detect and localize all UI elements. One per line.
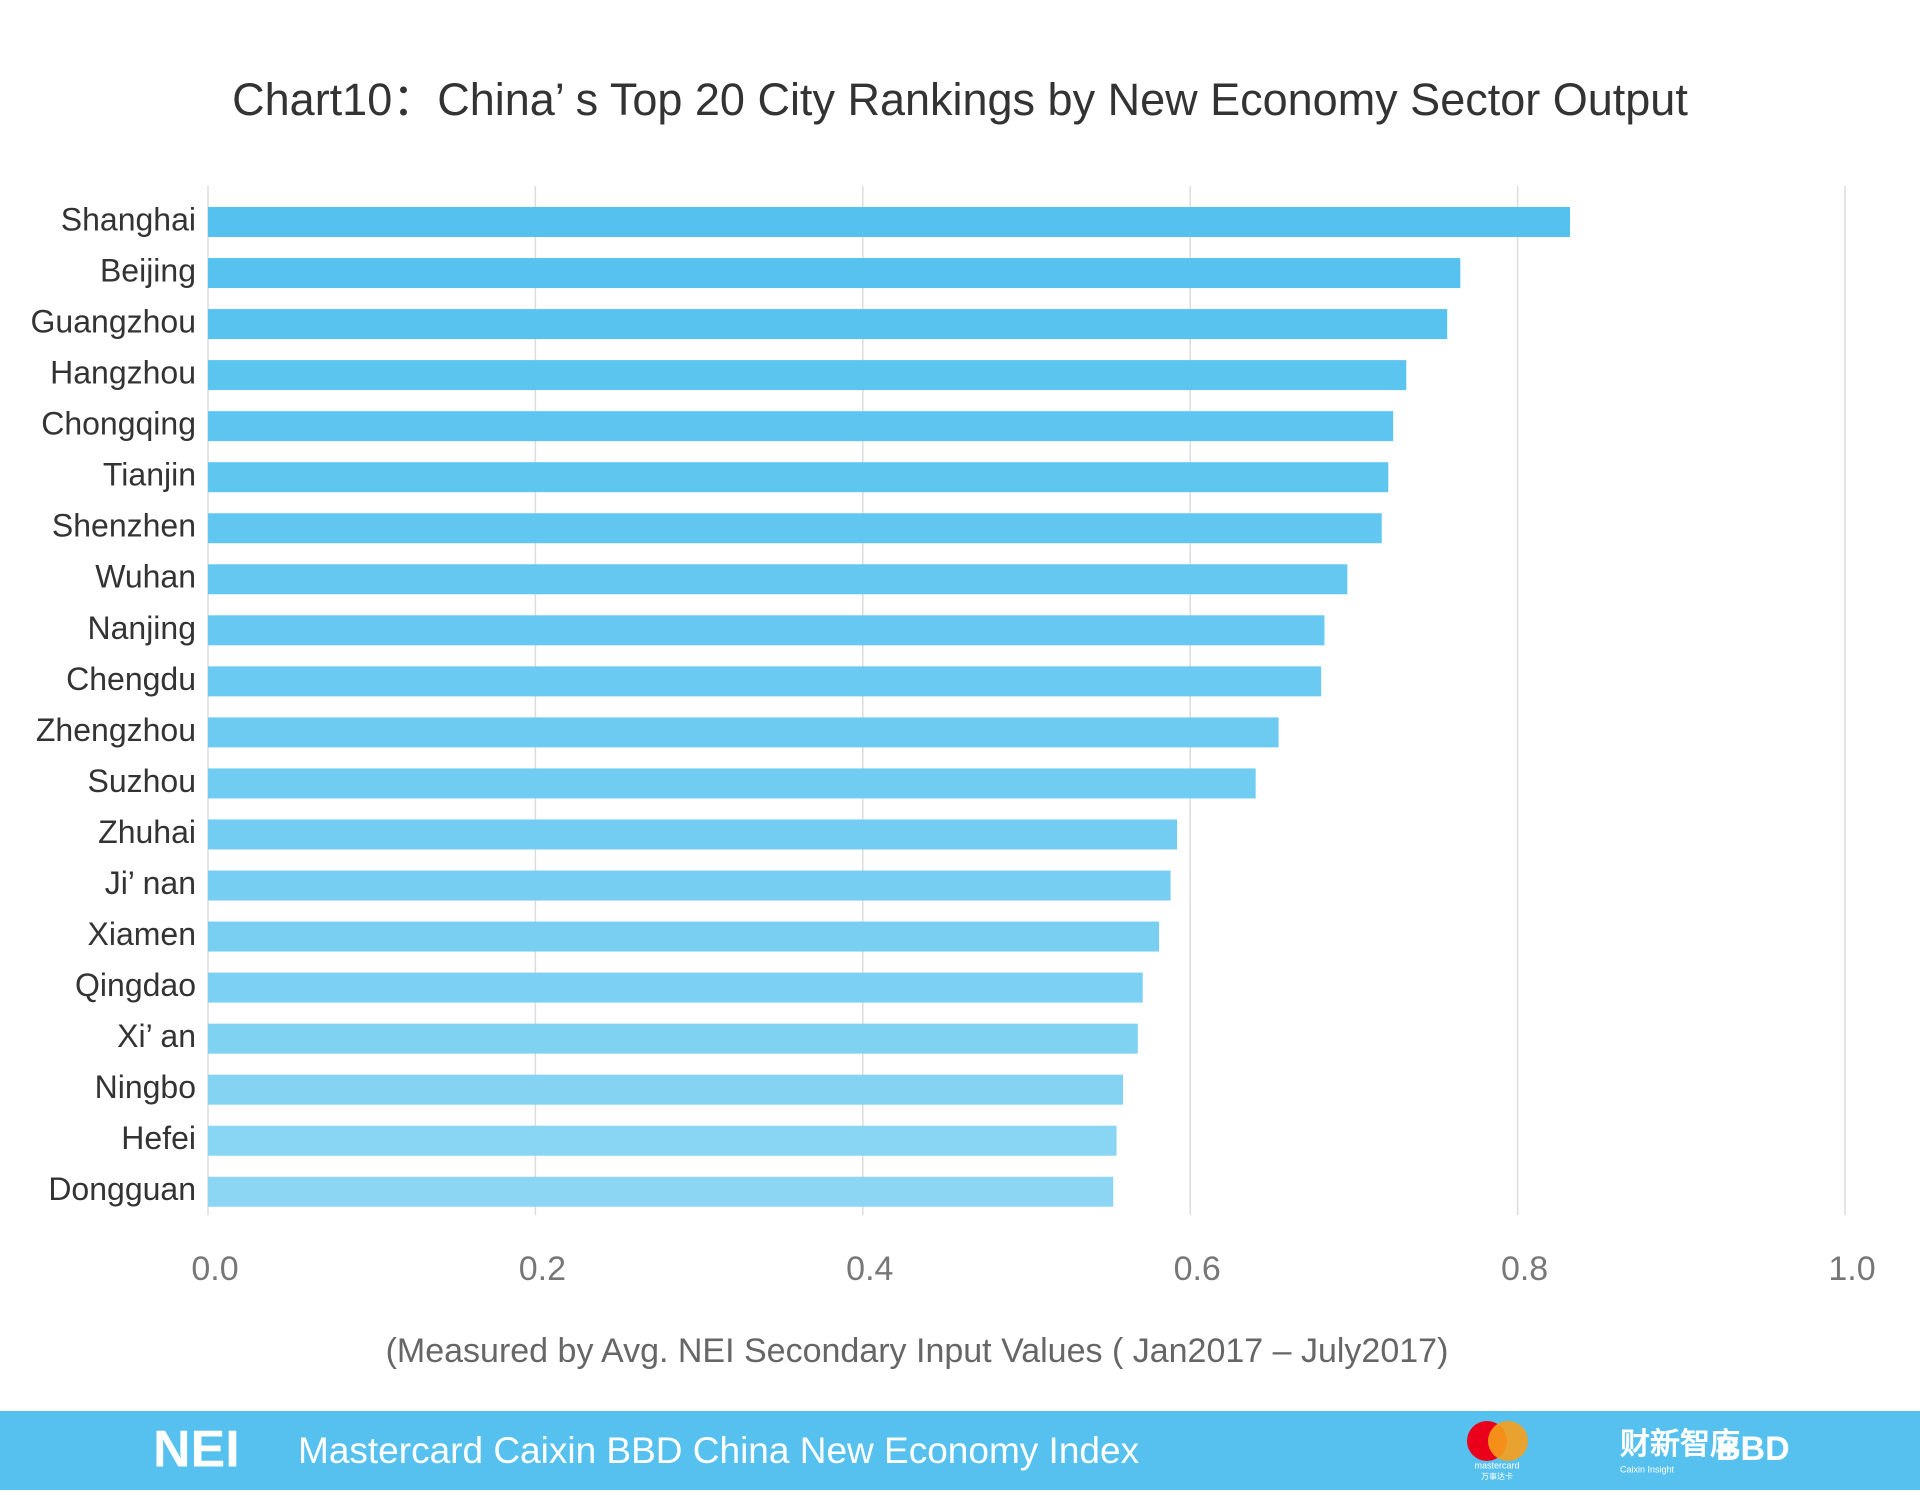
y-tick-label: Xi’ an	[117, 1018, 196, 1054]
y-tick-label: Qingdao	[75, 967, 196, 1003]
x-axis-label: (Measured by Avg. NEI Secondary Input Va…	[386, 1332, 1449, 1370]
bar	[208, 462, 1389, 493]
footer-title: Mastercard Caixin BBD China New Economy …	[298, 1430, 1140, 1471]
x-tick-label: 0.6	[1174, 1250, 1221, 1288]
y-tick-label: Wuhan	[95, 559, 196, 595]
bar	[208, 1074, 1124, 1105]
y-tick-label: Shenzhen	[52, 508, 196, 544]
caixin-logo: 财新智库	[1620, 1428, 1740, 1461]
bar	[208, 360, 1407, 391]
x-tick-label: 1.0	[1828, 1250, 1875, 1288]
caixin-en: Caixin Insight	[1620, 1464, 1675, 1474]
x-tick-label: 0.8	[1501, 1250, 1548, 1288]
bar	[208, 768, 1256, 799]
bar	[208, 309, 1448, 340]
x-tick-label: 0.4	[846, 1250, 893, 1288]
bar	[208, 819, 1178, 850]
footer-band	[0, 1411, 1920, 1490]
chart-title: Chart10：China’ s Top 20 City Rankings by…	[232, 74, 1688, 125]
bar	[208, 207, 1570, 237]
bar	[208, 564, 1348, 595]
bar	[208, 1125, 1117, 1156]
y-tick-label: Zhengzhou	[36, 712, 196, 748]
y-tick-label: Guangzhou	[31, 304, 196, 340]
y-tick-label: Hefei	[121, 1120, 196, 1156]
bar	[208, 513, 1382, 544]
mastercard-circle	[1488, 1421, 1528, 1461]
y-tick-label: Shanghai	[61, 201, 196, 237]
y-tick-label: Xiamen	[88, 916, 197, 952]
bar	[208, 615, 1325, 646]
y-tick-label: Ningbo	[95, 1069, 196, 1105]
y-tick-label: Zhuhai	[98, 814, 196, 850]
bar	[208, 1176, 1114, 1207]
y-tick-label: Ji’ nan	[105, 865, 196, 901]
bar	[208, 717, 1279, 748]
bar	[208, 870, 1171, 901]
y-tick-label: Chongqing	[41, 406, 196, 442]
bar	[208, 411, 1394, 442]
bbd-logo: BBD	[1716, 1430, 1790, 1468]
bar	[208, 921, 1160, 952]
y-tick-label: Dongguan	[48, 1171, 196, 1207]
y-tick-label: Nanjing	[87, 610, 196, 646]
bar	[208, 666, 1322, 697]
y-tick-label: Hangzhou	[50, 355, 196, 391]
mastercard-cn: 万事达卡	[1481, 1471, 1513, 1481]
y-tick-label: Chengdu	[66, 661, 196, 697]
y-tick-label: Suzhou	[87, 763, 196, 799]
x-tick-label: 0.2	[519, 1250, 566, 1288]
bar	[208, 1023, 1138, 1054]
mastercard-text: mastercard	[1474, 1460, 1519, 1470]
y-tick-label: Beijing	[100, 252, 196, 288]
footer-logo: NEI	[153, 1421, 240, 1479]
bar	[208, 972, 1143, 1003]
x-tick-label: 0.0	[191, 1250, 238, 1288]
y-tick-label: Tianjin	[103, 457, 196, 493]
bar	[208, 258, 1461, 289]
